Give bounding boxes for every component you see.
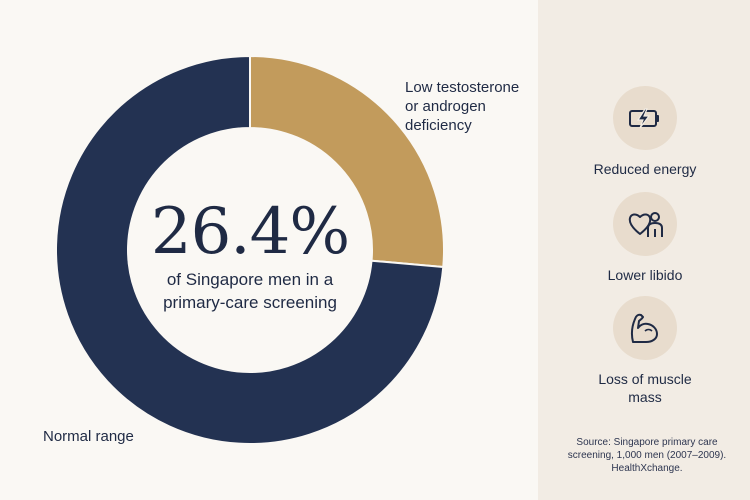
source-line2: screening, 1,000 men (2007–2009). [567,450,727,461]
slice-label-normal-range: Normal range [43,428,134,445]
donut-slice-normal-range [55,54,445,445]
flexed-arm-icon [630,313,658,343]
center-description-line2: primary-care screening [163,293,337,312]
donut-slice-low-testosterone [249,54,445,269]
symptom-icon-circle [613,192,677,256]
donut-chart [55,54,445,445]
battery-lightning-icon [629,108,659,129]
source-line1: Source: Singapore primary care [576,437,718,448]
symptom-label-line2: mass [628,389,662,405]
slice-label-low-testosterone: Low testosterone or androgen deficiency [405,78,545,135]
heart-person-icon [628,212,663,237]
symptom-icon-circle [613,296,677,360]
slice-label-low-line2: or androgen [405,98,486,115]
slice-label-low-line3: deficiency [405,117,472,134]
symptom-loss-of-muscle-mass: Loss of muscle mass [545,296,745,406]
source-line3: HealthXchange. [611,463,683,474]
symptom-label: Loss of muscle mass [545,370,745,406]
symptom-label-line1: Loss of muscle [598,371,692,387]
symptom-label: Lower libido [607,267,683,283]
symptom-reduced-energy: Reduced energy [545,86,745,178]
slice-label-low-line1: Low testosterone [405,79,520,96]
source-note: Source: Singapore primary care screening… [552,436,742,475]
center-description-line1: of Singapore men in a [166,270,334,289]
symptom-lower-libido: Lower libido [545,192,745,284]
symptom-label: Reduced energy [593,161,697,177]
symptom-icon-circle [613,86,677,150]
center-percentage: 26.4% [150,195,350,269]
center-description: of Singapore men in a primary-care scree… [120,268,380,314]
